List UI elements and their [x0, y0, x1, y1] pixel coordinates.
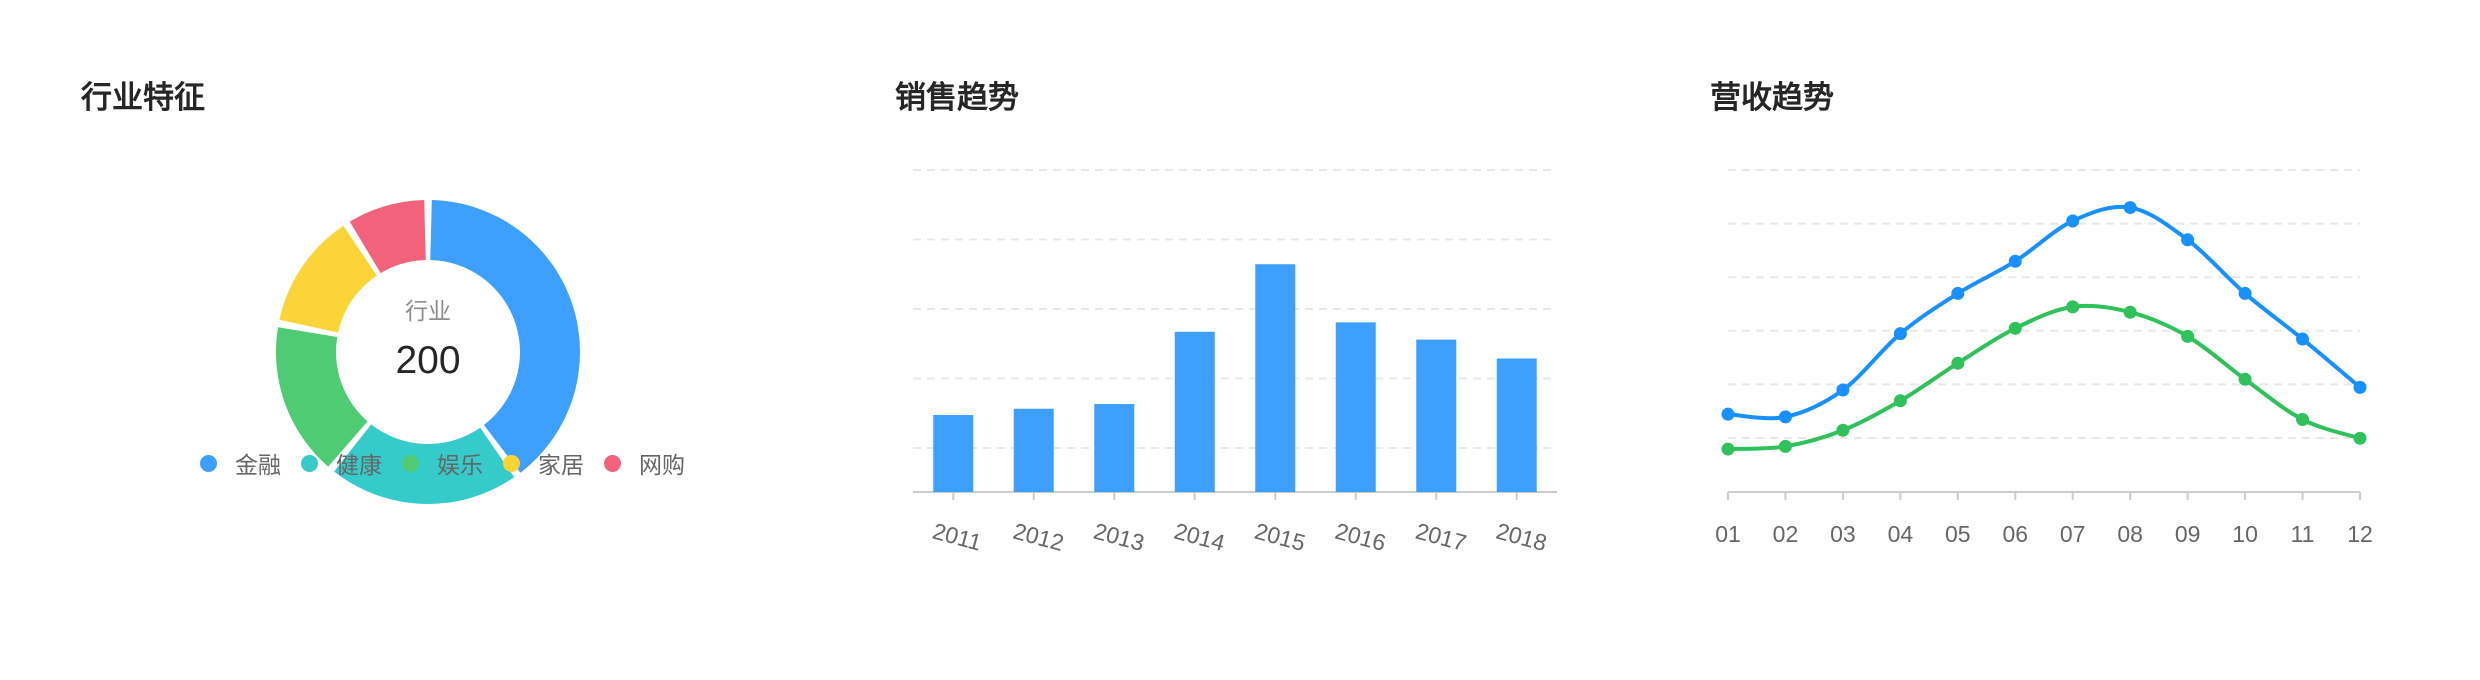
line-point[interactable]	[1721, 442, 1735, 456]
x-tick-label: 03	[1830, 521, 1856, 547]
line-point[interactable]	[2181, 233, 2195, 247]
line-point[interactable]	[2008, 254, 2022, 268]
x-tick-label: 2012	[1010, 518, 1066, 556]
line-point[interactable]	[2123, 201, 2137, 215]
line-point[interactable]	[1951, 286, 1965, 300]
bar-2014[interactable]	[1174, 331, 1215, 492]
bar-2013[interactable]	[1094, 404, 1135, 492]
x-tick-label: 04	[1888, 521, 1914, 547]
industry-legend: 金融 健康 娱乐 家居 网购	[200, 446, 705, 480]
legend-marker	[604, 454, 621, 472]
line-point[interactable]	[1836, 423, 1850, 437]
donut-slice-1[interactable]	[430, 200, 580, 473]
x-tick-label: 2017	[1413, 518, 1469, 556]
sales-panel: 销售趋势 2011 2012 2013 2014 2015 2016 2017 2018	[820, 0, 1640, 680]
x-tick-label: 2011	[930, 518, 985, 556]
legend-label: 网购	[639, 452, 685, 478]
line-series-2[interactable]	[1727, 303, 2361, 452]
legend-label: 家居	[538, 452, 584, 478]
legend-marker	[200, 454, 217, 472]
line-point[interactable]	[2296, 332, 2310, 346]
line-point[interactable]	[2353, 431, 2367, 445]
line-point[interactable]	[1778, 439, 1792, 453]
line-point[interactable]	[2296, 413, 2310, 427]
legend-marker	[301, 454, 318, 472]
x-tick-label: 08	[2117, 521, 2143, 547]
line-point[interactable]	[2066, 300, 2080, 314]
x-tick-label: 09	[2175, 521, 2201, 547]
legend-marker	[402, 454, 419, 472]
line-point[interactable]	[1893, 394, 1907, 408]
line-point[interactable]	[1721, 407, 1735, 421]
revenue-line-chart: 01 02 03 04 05 06 07 08 09 10 11 12	[1715, 169, 2373, 547]
line-point[interactable]	[1951, 356, 1965, 370]
x-tick-label: 05	[1945, 521, 1971, 547]
x-tick-label: 2013	[1091, 518, 1147, 556]
x-tick-label: 02	[1773, 521, 1799, 547]
line-point[interactable]	[1778, 410, 1792, 424]
donut-slice-4[interactable]	[279, 225, 377, 333]
x-tick-label: 07	[2060, 521, 2086, 547]
x-tick-label: 2016	[1332, 518, 1388, 556]
line-point[interactable]	[2181, 329, 2195, 343]
x-tick-label: 2015	[1252, 518, 1308, 556]
legend-item[interactable]: 家居	[503, 446, 584, 480]
legend-item[interactable]: 娱乐	[402, 446, 483, 480]
line-point[interactable]	[2066, 214, 2080, 228]
industry-panel: 行业特征 行业 200 金融 健康 娱乐 家居 网购	[0, 0, 820, 680]
bar-2018[interactable]	[1496, 358, 1537, 492]
legend-marker	[503, 454, 520, 472]
donut-center-value: 200	[395, 339, 460, 382]
line-point[interactable]	[2008, 321, 2022, 335]
donut-slice-3[interactable]	[276, 327, 368, 467]
line-point[interactable]	[2123, 305, 2137, 319]
x-tick-label: 12	[2347, 521, 2373, 547]
legend-item[interactable]: 金融	[200, 446, 281, 480]
sales-bar-chart: 2011 2012 2013 2014 2015 2016 2017 2018	[913, 169, 1557, 556]
donut-slice-5[interactable]	[349, 200, 426, 274]
bar-2015[interactable]	[1255, 264, 1296, 492]
legend-label: 健康	[336, 452, 382, 478]
line-point[interactable]	[2238, 372, 2252, 386]
x-tick-label: 2014	[1171, 518, 1227, 556]
line-point[interactable]	[1893, 327, 1907, 341]
line-series-1[interactable]	[1727, 204, 2362, 421]
revenue-title: 营收趋势	[1710, 80, 1834, 115]
industry-title: 行业特征	[81, 80, 205, 115]
x-tick-label: 2018	[1493, 518, 1549, 556]
bar-2016[interactable]	[1335, 322, 1376, 492]
legend-item[interactable]: 健康	[301, 446, 382, 480]
revenue-panel: 营收趋势 01 02 03 04 05 06 07 08 09 10 11 12	[1640, 0, 2480, 680]
legend-item[interactable]: 网购	[604, 446, 685, 480]
x-tick-label: 11	[2291, 521, 2315, 547]
x-tick-label: 06	[2002, 521, 2028, 547]
line-point[interactable]	[2238, 286, 2252, 300]
donut-slice-2[interactable]	[334, 424, 515, 505]
legend-label: 金融	[235, 452, 281, 478]
bar-2012[interactable]	[1013, 408, 1054, 492]
x-tick-label: 10	[2232, 521, 2258, 547]
donut-center-label: 行业	[405, 298, 451, 324]
sales-title: 销售趋势	[895, 80, 1019, 115]
x-tick-label: 01	[1715, 521, 1741, 547]
line-point[interactable]	[1836, 383, 1850, 397]
bar-2011[interactable]	[933, 415, 974, 492]
industry-donut-chart: 行业 200	[276, 200, 580, 505]
legend-label: 娱乐	[437, 452, 483, 478]
line-point[interactable]	[2353, 380, 2367, 394]
bar-2017[interactable]	[1416, 339, 1457, 492]
